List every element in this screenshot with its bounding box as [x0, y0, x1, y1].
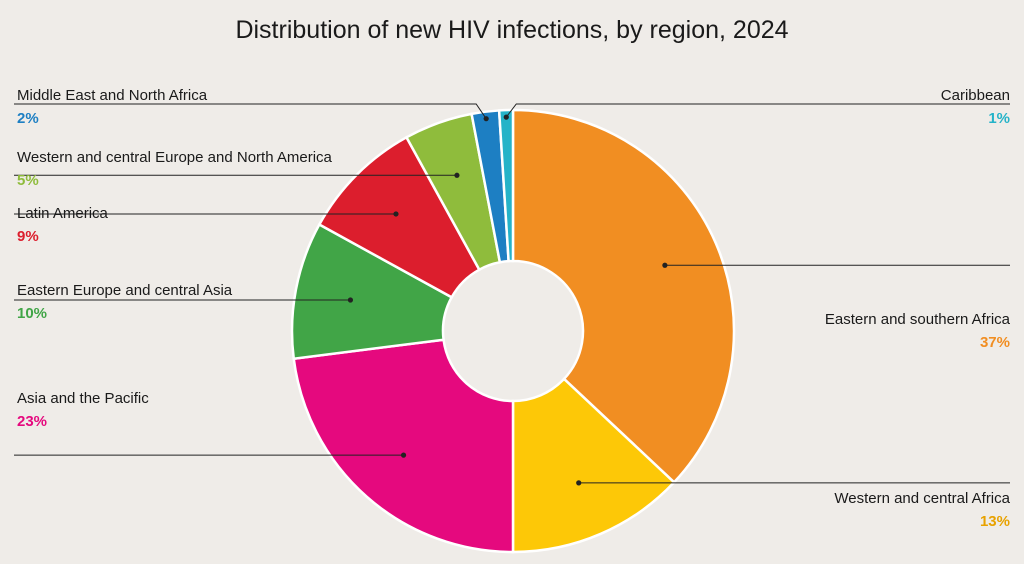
label-western-central-europe-north-america: Western and central Europe and North Ame… — [17, 149, 332, 166]
chart-title: Distribution of new HIV infections, by r… — [235, 16, 789, 44]
label-western-central-africa: Western and central Africa — [834, 490, 1010, 507]
label-eastern-southern-africa: Eastern and southern Africa — [824, 311, 1010, 328]
leader-dot-eastern-and-southern-africa — [662, 262, 668, 268]
leader-dot-western-and-central-africa — [576, 480, 582, 486]
leader-dot-eastern-europe-and-central-asia — [347, 297, 354, 303]
label-asia-pacific: Asia and the Pacific — [17, 390, 149, 407]
slice-asia-and-the-pacific — [292, 338, 515, 554]
leader-dot-caribbean — [503, 114, 509, 120]
slice-western-and-central-africa — [511, 377, 676, 554]
slice-latin-america — [317, 135, 481, 299]
leader-line-middle-east-and-north-africa — [14, 103, 487, 119]
label-caribbean: Caribbean — [940, 87, 1010, 104]
pct-caribbean: 1% — [988, 110, 1010, 127]
pct-latin-america: 9% — [17, 228, 39, 245]
pct-western-central-africa: 13% — [979, 513, 1010, 530]
pct-eastern-europe-central-asia: 10% — [17, 305, 48, 322]
label-latin-america: Latin America — [17, 205, 108, 222]
pct-eastern-southern-africa: 37% — [979, 334, 1010, 351]
label-middle-east-north-africa: Middle East and North Africa — [17, 87, 208, 104]
pct-middle-east-north-africa: 2% — [17, 110, 39, 127]
leader-dot-asia-and-the-pacific — [400, 452, 407, 458]
leader-line-caribbean — [505, 103, 1010, 118]
slice-eastern-europe-and-central-asia — [290, 222, 454, 361]
pct-asia-pacific: 23% — [17, 413, 48, 430]
slice-eastern-and-southern-africa — [511, 108, 736, 485]
pct-western-central-europe-north-america: 5% — [17, 172, 39, 189]
leader-dot-latin-america — [393, 211, 399, 217]
label-eastern-europe-central-asia: Eastern Europe and central Asia — [17, 282, 233, 299]
leader-dot-western-and-central-europe-and-north-america — [454, 172, 460, 178]
leader-dot-middle-east-and-north-africa — [483, 116, 489, 122]
slice-caribbean — [497, 108, 515, 263]
